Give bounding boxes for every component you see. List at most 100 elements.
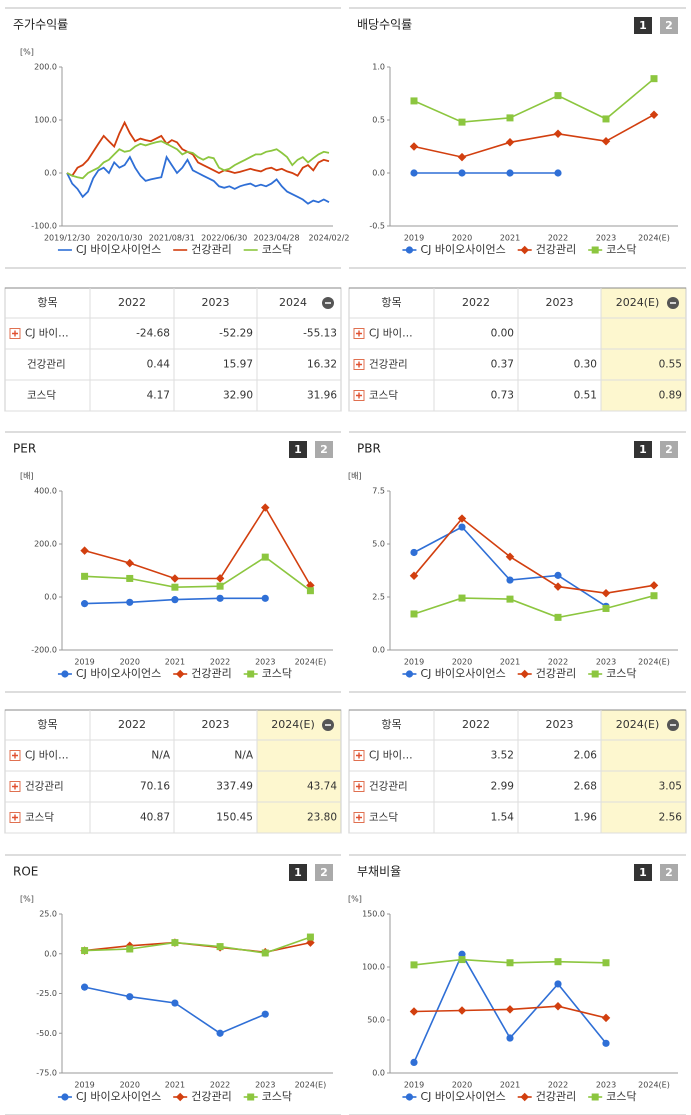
column-header: 항목: [381, 296, 401, 309]
x-tick-label: 2023: [596, 1081, 616, 1090]
marker: [554, 571, 562, 579]
tab-button[interactable]: [634, 17, 652, 34]
tab-button-label[interactable]: 1: [294, 866, 302, 879]
cell-value: 0.89: [659, 390, 682, 402]
row-label: 코스닥: [369, 390, 398, 402]
y-tick-label: -0.5: [369, 222, 385, 231]
legend-label: 건강관리: [536, 243, 576, 256]
marker: [409, 1007, 419, 1016]
expand-icon-plus: [12, 814, 18, 821]
marker: [602, 1039, 610, 1047]
column-header: 2024(E): [271, 718, 315, 731]
expand-icon-plus: [12, 752, 18, 759]
row-label: 코스닥: [369, 812, 398, 824]
series-line: [66, 154, 330, 205]
cell-value: 70.16: [140, 781, 170, 793]
legend-label: 코스닥: [262, 243, 292, 256]
column-header: 항목: [37, 296, 57, 309]
marker: [505, 1005, 515, 1014]
marker: [506, 595, 514, 603]
tab-button-label[interactable]: 1: [639, 443, 647, 456]
cell-value: 3.05: [659, 781, 682, 793]
marker: [247, 670, 255, 678]
marker: [61, 1093, 69, 1101]
row-label: 건강관리: [25, 781, 64, 793]
cell-value: 0.55: [659, 359, 682, 371]
x-tick-label: 2019: [74, 658, 94, 667]
tab-button[interactable]: [634, 441, 652, 458]
cell-value: 0.00: [491, 328, 514, 340]
tab-button[interactable]: [660, 441, 678, 458]
marker: [261, 1010, 269, 1018]
marker: [80, 600, 89, 608]
series-line: [84, 986, 266, 1035]
cell-value: 31.96: [307, 390, 337, 402]
unit-label: [%]: [348, 895, 362, 904]
cell-value: N/A: [234, 750, 253, 762]
series-line: [413, 594, 655, 619]
y-tick-label: 0.0: [44, 949, 57, 958]
tab-button-label[interactable]: 2: [320, 443, 328, 456]
expand-icon-plus: [12, 330, 18, 337]
marker: [216, 1029, 224, 1037]
marker: [410, 610, 418, 618]
marker: [410, 961, 418, 969]
marker: [554, 613, 562, 621]
marker: [591, 1093, 599, 1101]
cell-value: 23.80: [307, 812, 337, 824]
tab-button[interactable]: [660, 864, 678, 881]
marker: [405, 670, 414, 678]
x-tick-label: 2020: [120, 1081, 140, 1090]
y-tick-label: 400.0: [34, 487, 57, 496]
marker: [405, 1093, 414, 1101]
marker: [458, 956, 466, 964]
marker: [61, 670, 69, 678]
tab-button[interactable]: [315, 441, 333, 458]
legend-label: CJ 바이오사이언스: [76, 667, 161, 680]
tab-button-label[interactable]: 2: [320, 866, 328, 879]
x-tick-label: 2020: [452, 234, 472, 243]
tab-button[interactable]: [289, 864, 307, 881]
cell-value: 150.45: [216, 812, 253, 824]
unit-label: [배]: [348, 472, 362, 481]
marker: [457, 1006, 467, 1015]
x-tick-label: 2021: [165, 1081, 185, 1090]
unit-label: [%]: [20, 895, 34, 904]
marker: [457, 514, 467, 523]
expand-icon-plus: [356, 814, 362, 821]
row-label: 코스닥: [25, 812, 54, 824]
x-tick-label: 2021: [165, 658, 185, 667]
marker: [306, 587, 314, 595]
marker: [410, 169, 418, 177]
marker: [175, 669, 185, 679]
x-tick-label: 2019: [404, 1081, 424, 1090]
cell-value: N/A: [151, 750, 170, 762]
marker: [306, 933, 314, 941]
tab-button-label[interactable]: 1: [639, 19, 647, 32]
tab-button-label[interactable]: 2: [665, 443, 673, 456]
tab-button[interactable]: [634, 864, 652, 881]
x-tick-label: 2020/10/30: [96, 234, 142, 243]
tab-button-label[interactable]: 2: [665, 19, 673, 32]
x-tick-label: 2024(E): [638, 1081, 670, 1090]
legend-label: 코스닥: [262, 1090, 292, 1103]
column-header: 2023: [202, 296, 230, 309]
marker: [80, 983, 89, 991]
legend-label: CJ 바이오사이언스: [420, 243, 505, 256]
column-header: 2022: [462, 296, 490, 309]
marker: [247, 1093, 255, 1101]
tab-button-label[interactable]: 1: [639, 866, 647, 879]
x-tick-label: 2022: [210, 658, 230, 667]
tab-button-label[interactable]: 1: [294, 443, 302, 456]
tab-button[interactable]: [289, 441, 307, 458]
series-line: [84, 936, 311, 954]
x-tick-label: 2023: [596, 234, 616, 243]
tab-button[interactable]: [660, 17, 678, 34]
tab-button[interactable]: [315, 864, 333, 881]
legend-label: 코스닥: [262, 667, 292, 680]
column-header: 2022: [462, 718, 490, 731]
series-line: [413, 517, 655, 595]
marker: [553, 582, 563, 591]
marker: [126, 945, 134, 953]
tab-button-label[interactable]: 2: [665, 866, 673, 879]
